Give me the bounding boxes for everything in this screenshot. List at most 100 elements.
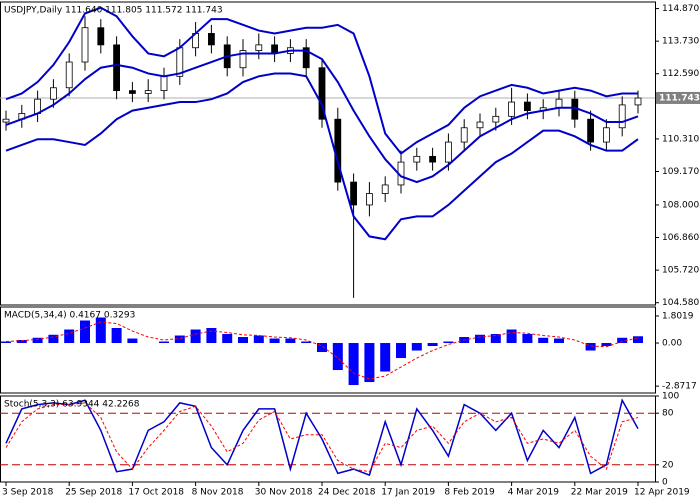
macd-bar	[490, 334, 501, 344]
candle-body	[144, 90, 152, 94]
macd-bar	[443, 341, 454, 344]
macd-bar	[48, 334, 59, 344]
candle-body	[634, 97, 642, 106]
candle-body	[97, 27, 105, 46]
plot-area	[1, 317, 643, 386]
candle-body	[128, 90, 136, 94]
candle-body	[587, 118, 594, 143]
y-tick-label: 108.000	[662, 200, 699, 210]
candle-body	[350, 181, 358, 206]
y-tick-label: 109.170	[662, 167, 699, 177]
candle-body	[65, 61, 73, 89]
y-tick-label: 110.310	[662, 134, 699, 144]
candle-body	[239, 50, 247, 69]
panel-frame	[0, 395, 656, 483]
macd-bar	[111, 328, 122, 344]
candle-body	[160, 75, 168, 92]
macd-bar	[190, 329, 201, 344]
y-tick-label: 105.720	[662, 266, 699, 276]
candle-body	[508, 101, 516, 117]
macd-bar	[301, 341, 312, 344]
y-tick-label: -2.8717	[662, 382, 697, 392]
candle-body	[413, 155, 421, 163]
macd-bar	[538, 337, 549, 344]
y-tick-label: 0.00	[662, 339, 682, 349]
panel-frame	[0, 1, 656, 306]
macd-bar	[396, 343, 406, 359]
macd-bar	[32, 337, 43, 344]
macd-bar	[317, 343, 327, 353]
candle-body	[113, 44, 120, 92]
macd-bar	[332, 343, 343, 371]
macd-bar	[1, 341, 11, 344]
candle-body	[2, 118, 10, 123]
x-tick-label: 22 Mar 2019	[571, 488, 628, 498]
y-tick-label: 106.860	[662, 233, 699, 243]
x-tick-label: 17 Oct 2018	[128, 488, 184, 498]
x-tick-label: 25 Sep 2018	[65, 488, 122, 498]
candle-body	[365, 193, 373, 206]
y-tick-label: 100	[662, 392, 679, 402]
x-tick-label: 8 Feb 2019	[444, 488, 495, 498]
candle-body	[81, 27, 89, 63]
x-tick-label: 17 Jan 2019	[381, 488, 435, 498]
plot-area	[0, 6, 655, 298]
y-tick-label: 20	[662, 460, 674, 470]
panel-frame	[0, 306, 656, 394]
macd-bar	[617, 337, 628, 344]
y-tick-label: 112.590	[662, 69, 699, 79]
indicator-line	[5, 49, 639, 184]
candle-body	[524, 101, 531, 112]
panel-title: Stoch(5,3,3) 63.9344 42.2268	[4, 400, 140, 410]
candle-body	[381, 184, 389, 194]
macd-bar	[206, 328, 217, 344]
macd-bar	[506, 329, 517, 344]
x-tick-label: 8 Nov 2018	[192, 488, 244, 498]
macd-bar	[80, 320, 90, 344]
macd-bar	[222, 334, 233, 344]
candle-body	[302, 47, 310, 69]
candle-body	[255, 44, 263, 51]
macd-bar	[633, 336, 643, 344]
macd-bar	[348, 343, 359, 386]
y-tick-label: 1.8019	[662, 311, 694, 321]
x-tick-label: 12 Apr 2019	[634, 488, 690, 498]
indicator-line	[5, 402, 639, 473]
macd-bar	[380, 343, 391, 372]
macd-bar	[522, 334, 533, 344]
last-price-box	[656, 91, 700, 104]
x-tick-label: 30 Nov 2018	[255, 488, 313, 498]
macd-bar	[364, 343, 375, 383]
y-tick-label: 80	[662, 409, 674, 419]
candle-body	[444, 141, 452, 163]
indicator-line	[5, 72, 639, 241]
macd-bar	[269, 338, 280, 344]
y-tick-label: 114.870	[662, 4, 699, 14]
candle-body	[460, 127, 468, 143]
macd-bar	[411, 343, 422, 351]
macd-bar	[16, 340, 27, 344]
candle-body	[618, 104, 626, 129]
candle-body	[429, 155, 437, 163]
macd-bar	[238, 337, 248, 344]
indicator-line	[5, 6, 638, 155]
x-tick-label: 4 Mar 2019	[508, 488, 560, 498]
panel-title: MACD(5,34,4) 0.4167 0.3293	[4, 311, 135, 321]
y-tick-label: 0	[662, 478, 668, 488]
macd-bar	[95, 317, 106, 344]
last-price-label: 111.743	[659, 93, 700, 103]
macd-bar	[285, 338, 296, 344]
y-tick-label: 104.580	[662, 298, 699, 308]
macd-bar	[253, 335, 264, 344]
indicator-line	[5, 398, 639, 477]
x-tick-label: 3 Sep 2018	[2, 488, 54, 498]
macd-bar	[127, 338, 138, 344]
macd-bar	[585, 343, 596, 351]
panel-title: USDJPY,Daily 111.640 111.805 111.572 111…	[4, 6, 223, 16]
macd-bar	[159, 341, 169, 344]
macd-bar	[475, 334, 485, 344]
indicator-line	[5, 321, 639, 380]
candle-body	[318, 67, 326, 120]
